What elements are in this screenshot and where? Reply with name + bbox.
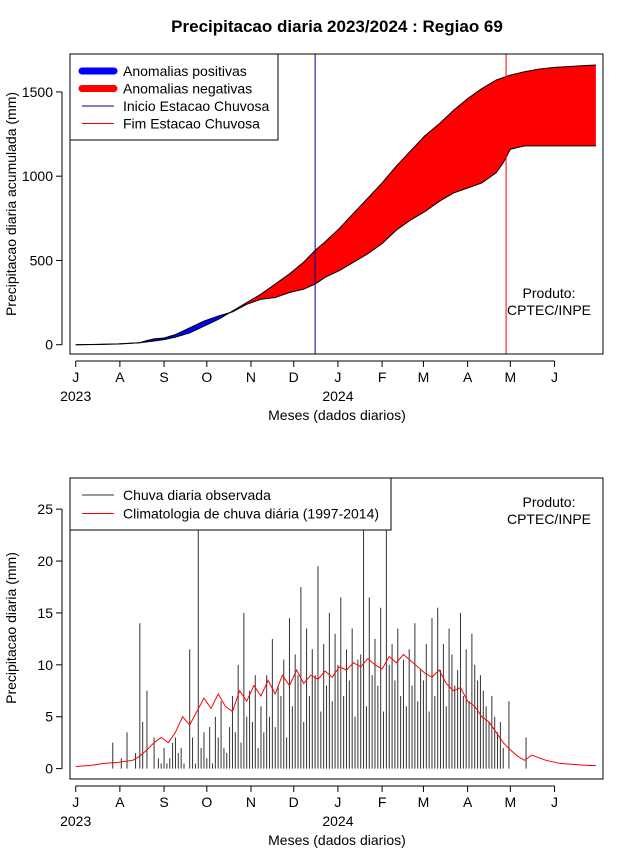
product-label-line2-daily: CPTEC/INPE: [507, 511, 591, 527]
legend-label: Climatologia de chuva diária (1997-2014): [123, 506, 379, 522]
cumulative-x-axis-title: Meses (dados diarios): [268, 407, 406, 423]
cumulative-plot-frame: [69, 53, 604, 355]
legend-label: Fim Estacao Chuvosa: [123, 116, 260, 132]
daily-x-tick-label: M: [505, 794, 517, 810]
daily-x-tick-label: N: [246, 794, 256, 810]
observed-cumulative-line: [75, 145, 596, 346]
cumulative-legend: Anomalias positivas Anomalias negativasIn…: [69, 53, 279, 141]
cumulative-x-tick-label: M: [418, 369, 430, 385]
daily-legend-box: [69, 477, 392, 531]
cumulative-year-label-2023: 2023: [60, 388, 91, 404]
daily-x-tick-label: O: [201, 794, 212, 810]
cumulative-x-tick-label: N: [246, 369, 256, 385]
daily-x-tick-label: M: [418, 794, 430, 810]
daily-year-label-2024: 2024: [322, 813, 353, 829]
cumulative-x-tick-label: A: [115, 369, 125, 385]
daily-y-tick-label: 10: [37, 657, 53, 673]
daily-y-tick-label: 25: [37, 501, 53, 517]
daily-y-tick-label: 5: [45, 709, 53, 725]
legend-label: Anomalias negativas: [123, 81, 252, 97]
legend-label: Anomalias positivas: [123, 63, 247, 79]
cumulative-x-tick-label: J: [72, 369, 79, 385]
negative-anomaly-region: [229, 64, 596, 313]
daily-x-axis-title: Meses (dados diarios): [268, 832, 406, 848]
cumulative-y-tick-label: 500: [30, 252, 54, 268]
daily-series-layer: [75, 483, 596, 769]
cumulative-y-tick-label: 1500: [22, 84, 53, 100]
cumulative-x-tick-label: J: [334, 369, 341, 385]
cumulative-y-tick-label: 1000: [22, 168, 53, 184]
climatology-cumulative-line: [75, 64, 596, 346]
cumulative-y-axis-title: Precipitacao diaria acumulada (mm): [3, 92, 19, 316]
cumulative-x-tick-label: S: [159, 369, 168, 385]
daily-year-label-2023: 2023: [60, 813, 91, 829]
chart-title: Precipitacao diaria 2023/2024 : Regiao 6…: [171, 17, 503, 36]
cumulative-axes: J A S O N D J F M A M J 2023 2024 0 500 1000 1500: [22, 84, 558, 404]
product-label-line1: Produto:: [523, 285, 576, 301]
daily-y-tick-label: 15: [37, 605, 53, 621]
daily-x-tick-label: F: [378, 794, 387, 810]
daily-x-tick-label: A: [115, 794, 125, 810]
product-label-line1-daily: Produto:: [523, 494, 576, 510]
cumulative-x-tick-label: M: [505, 369, 517, 385]
daily-x-tick-label: J: [334, 794, 341, 810]
daily-x-tick-label: A: [463, 794, 473, 810]
daily-axes: J A S O N D J F M A M J 2023 2024 0 5 10 15 20 25: [37, 501, 558, 829]
cumulative-x-tick-label: O: [201, 369, 212, 385]
daily-legend: Chuva diaria observada Climatologia de ch…: [69, 477, 392, 531]
daily-climatology-line: [75, 653, 596, 768]
cumulative-series-layer: [75, 54, 596, 354]
legend-label: Chuva diaria observada: [123, 487, 271, 503]
daily-x-tick-label: S: [159, 794, 168, 810]
cumulative-x-tick-label: A: [463, 369, 473, 385]
legend-label: Inicio Estacao Chuvosa: [123, 98, 270, 114]
cumulative-x-tick-label: J: [551, 369, 558, 385]
daily-y-tick-label: 0: [45, 761, 53, 777]
daily-y-axis-title: Precipitacao diaria (mm): [3, 552, 19, 704]
cumulative-x-tick-label: D: [289, 369, 299, 385]
cumulative-precipitation-panel: J A S O N D J F M A M J 2023 2024 0 500 1000 1500 Anomali…: [3, 53, 604, 423]
cumulative-x-tick-label: F: [378, 369, 387, 385]
product-label-line2: CPTEC/INPE: [507, 302, 591, 318]
daily-x-tick-label: J: [72, 794, 79, 810]
daily-precipitation-panel: J A S O N D J F M A M J 2023 2024 0 5 10 15 20 25 Chuva dia…: [3, 477, 604, 848]
daily-x-tick-label: J: [551, 794, 558, 810]
daily-y-tick-label: 20: [37, 553, 53, 569]
daily-x-tick-label: D: [289, 794, 299, 810]
cumulative-y-tick-label: 0: [45, 337, 53, 353]
cumulative-year-label-2024: 2024: [322, 388, 353, 404]
